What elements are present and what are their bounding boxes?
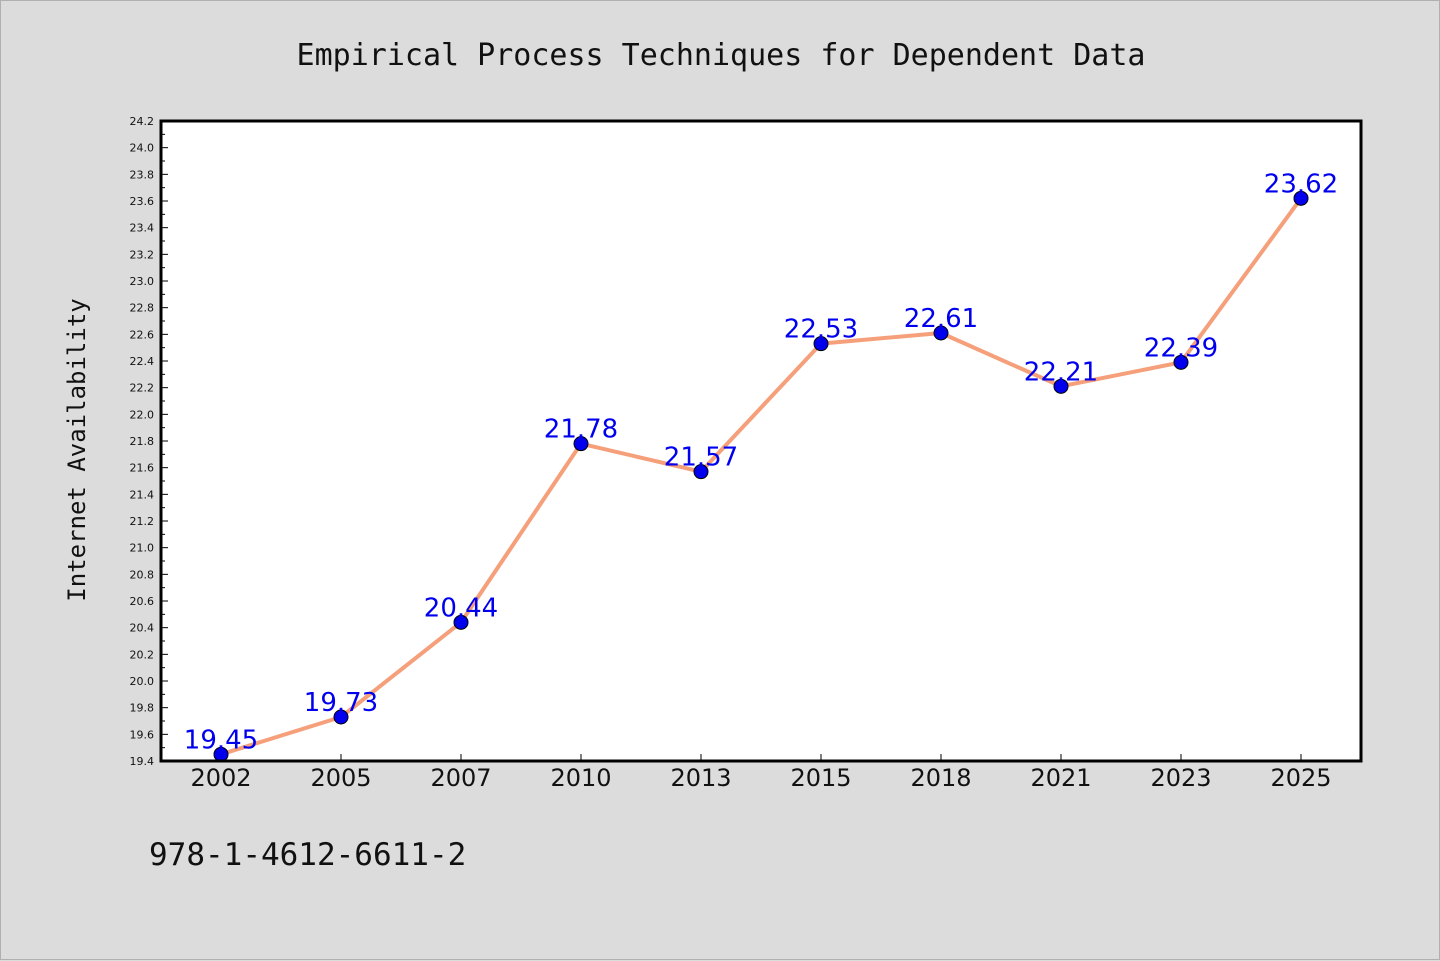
data-label: 19.45	[184, 725, 258, 755]
y-tick-label: 21.4	[130, 488, 155, 501]
data-label: 22.53	[784, 315, 858, 345]
footer-isbn: 978-1-4612-6611-2	[149, 837, 466, 873]
y-tick-label: 23.6	[130, 195, 155, 208]
y-tick-label: 19.8	[130, 702, 155, 715]
y-tick-label: 20.8	[130, 568, 155, 581]
y-tick-label: 22.2	[130, 382, 155, 395]
data-point	[693, 464, 709, 480]
y-tick-label: 22.6	[130, 328, 155, 341]
data-label: 22.61	[904, 304, 978, 334]
x-tick-label: 2002	[190, 764, 251, 792]
y-axis-label: Internet Availability	[63, 298, 91, 601]
y-tick-label: 23.4	[130, 222, 155, 235]
y-tick-label: 20.2	[130, 648, 155, 661]
y-tick-label: 23.8	[130, 168, 155, 181]
x-tick-label: 2005	[310, 764, 371, 792]
y-tick-label: 21.6	[130, 462, 155, 475]
y-tick-label: 21.0	[130, 542, 155, 555]
data-label: 20.44	[424, 593, 498, 623]
x-tick-label: 2025	[1270, 764, 1331, 792]
x-tick-label: 2010	[550, 764, 611, 792]
y-tick-label: 20.4	[130, 622, 155, 635]
plot-frame	[159, 119, 1363, 763]
y-tick-label: 22.0	[130, 408, 155, 421]
data-label: 22.21	[1024, 357, 1098, 387]
y-tick-label: 24.2	[130, 115, 155, 128]
data-point	[573, 436, 589, 452]
x-tick-label: 2007	[430, 764, 491, 792]
y-tick-label: 21.8	[130, 435, 155, 448]
data-label: 21.57	[664, 443, 738, 473]
x-tick-label: 2013	[670, 764, 731, 792]
data-label: 23.62	[1264, 169, 1338, 199]
plot-area	[161, 121, 1361, 761]
data-point	[933, 325, 949, 341]
data-label: 21.78	[544, 415, 618, 445]
y-tick-label: 24.0	[130, 142, 155, 155]
data-point	[333, 709, 349, 725]
y-tick-label: 19.4	[130, 755, 155, 768]
axis-ticks: 19.4 19.6 19.8 20.0 20.2 20.4 20.6 20.8 21.0 21.2…	[130, 115, 1332, 792]
y-tick-label: 19.6	[130, 728, 155, 741]
data-label: 22.39	[1144, 333, 1218, 363]
x-tick-label: 2023	[1150, 764, 1211, 792]
y-tick-label: 23.0	[130, 275, 155, 288]
x-tick-label: 2021	[1030, 764, 1091, 792]
y-tick-label: 20.0	[130, 675, 155, 688]
series-line	[220, 197, 1303, 757]
data-point	[1173, 354, 1189, 370]
y-tick-label: 20.6	[130, 595, 155, 608]
data-point	[1293, 190, 1309, 206]
data-point	[813, 336, 829, 352]
chart-title: Empirical Process Techniques for Depende…	[297, 38, 1146, 73]
x-tick-label: 2018	[910, 764, 971, 792]
y-tick-label: 23.2	[130, 248, 155, 261]
y-tick-label: 22.8	[130, 302, 155, 315]
y-tick-label: 21.2	[130, 515, 155, 528]
data-point	[1053, 378, 1069, 394]
data-point	[453, 614, 469, 630]
x-tick-label: 2015	[790, 764, 851, 792]
y-tick-label: 22.4	[130, 355, 155, 368]
series-layer: 19.45 19.73 20.44 21.78 21.57 22.53 22.61 22.21…	[184, 169, 1338, 762]
data-label: 19.73	[304, 688, 378, 718]
